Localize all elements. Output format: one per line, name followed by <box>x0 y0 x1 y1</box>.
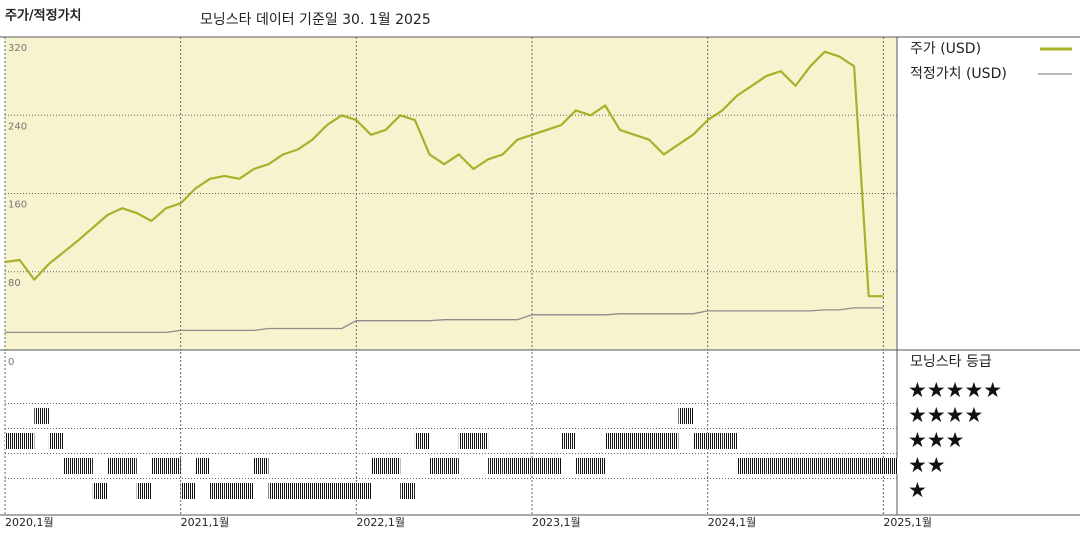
y-tick-label: 240 <box>8 121 27 132</box>
legend-label: 적정가치 (USD) <box>910 66 1007 82</box>
rating-bar <box>751 458 767 474</box>
rating-bar <box>517 458 533 474</box>
rating-bar <box>180 483 196 499</box>
rating-bar <box>546 458 562 474</box>
rating-bar <box>795 458 811 474</box>
rating-level-label: ★★ <box>908 453 946 477</box>
series-line <box>4 50 884 298</box>
rating-bar <box>678 408 694 424</box>
rating-bar <box>444 458 459 474</box>
rating-bar <box>693 433 708 449</box>
y-tick-label: 320 <box>8 43 27 54</box>
y-tick-label: 160 <box>8 200 27 211</box>
rating-bar <box>239 483 254 499</box>
rating-bar <box>649 433 664 449</box>
rating-bar <box>605 433 620 449</box>
x-tick-label: 2023,1월 <box>532 516 581 529</box>
rating-bar <box>209 483 225 499</box>
rating-bar <box>166 458 181 474</box>
rating-title: 모닝스타 등급 <box>910 354 992 370</box>
rating-bar <box>63 458 79 474</box>
rating-level-label: ★★★★★ <box>908 378 1002 402</box>
x-tick-label: 2025,1월 <box>883 516 932 529</box>
rating-bar <box>122 458 137 474</box>
rating-bar <box>810 458 825 474</box>
rating-bar <box>253 458 269 474</box>
rating-bar <box>5 433 20 449</box>
rating-bar <box>356 483 371 499</box>
y-tick-label: 80 <box>8 278 21 289</box>
rating-bar <box>824 458 840 474</box>
plot-background <box>5 37 897 350</box>
rating-bar <box>502 458 518 474</box>
x-tick-label: 2022,1월 <box>356 516 405 529</box>
rating-bar <box>883 458 898 474</box>
rating-bar <box>473 433 489 449</box>
rating-bar <box>327 483 342 499</box>
rating-bar <box>283 483 298 499</box>
rating-level-label: ★★★ <box>908 428 964 452</box>
rating-bar <box>48 433 64 449</box>
rating-bar <box>458 433 474 449</box>
rating-bar <box>400 483 415 499</box>
rating-bar <box>312 483 328 499</box>
rating-bar <box>34 408 49 424</box>
rating-bar <box>619 433 635 449</box>
rating-bar <box>224 483 240 499</box>
chart-title: 주가/적정가치 <box>5 8 82 24</box>
rating-bar <box>195 458 210 474</box>
x-tick-label: 2021,1월 <box>181 516 230 529</box>
rating-bar <box>385 458 401 474</box>
rating-bar <box>488 458 503 474</box>
rating-bar <box>92 483 108 499</box>
rating-bar <box>268 483 284 499</box>
rating-bar <box>561 433 576 449</box>
rating-bar <box>151 458 167 474</box>
rating-bar <box>19 433 35 449</box>
legend-label: 주가 (USD) <box>910 41 981 57</box>
rating-bar <box>766 458 781 474</box>
x-tick-label: 2020,1월 <box>5 516 54 529</box>
rating-bar <box>839 458 855 474</box>
rating-bar <box>707 433 723 449</box>
rating-bar <box>868 458 884 474</box>
rating-level-label: ★★★★ <box>908 403 983 427</box>
rating-bar <box>78 458 93 474</box>
rating-bar <box>722 433 737 449</box>
rating-bar <box>736 458 752 474</box>
rating-bar <box>532 458 547 474</box>
rating-bar <box>590 458 606 474</box>
series-line <box>5 307 884 334</box>
rating-bar <box>341 483 357 499</box>
rating-bar <box>107 458 123 474</box>
rating-bar <box>429 458 445 474</box>
rating-tick-label: 0 <box>8 357 14 368</box>
rating-bar <box>854 458 869 474</box>
rating-level-label: ★ <box>908 478 927 502</box>
rating-bar <box>370 458 386 474</box>
rating-bar <box>136 483 152 499</box>
rating-bar <box>663 433 679 449</box>
rating-bar <box>414 433 430 449</box>
rating-bar <box>780 458 796 474</box>
rating-bar <box>297 483 313 499</box>
rating-bar <box>575 458 591 474</box>
rating-bar <box>634 433 650 449</box>
chart-subtitle: 모닝스타 데이터 기준일 30. 1월 2025 <box>200 12 431 28</box>
x-tick-label: 2024,1월 <box>708 516 757 529</box>
